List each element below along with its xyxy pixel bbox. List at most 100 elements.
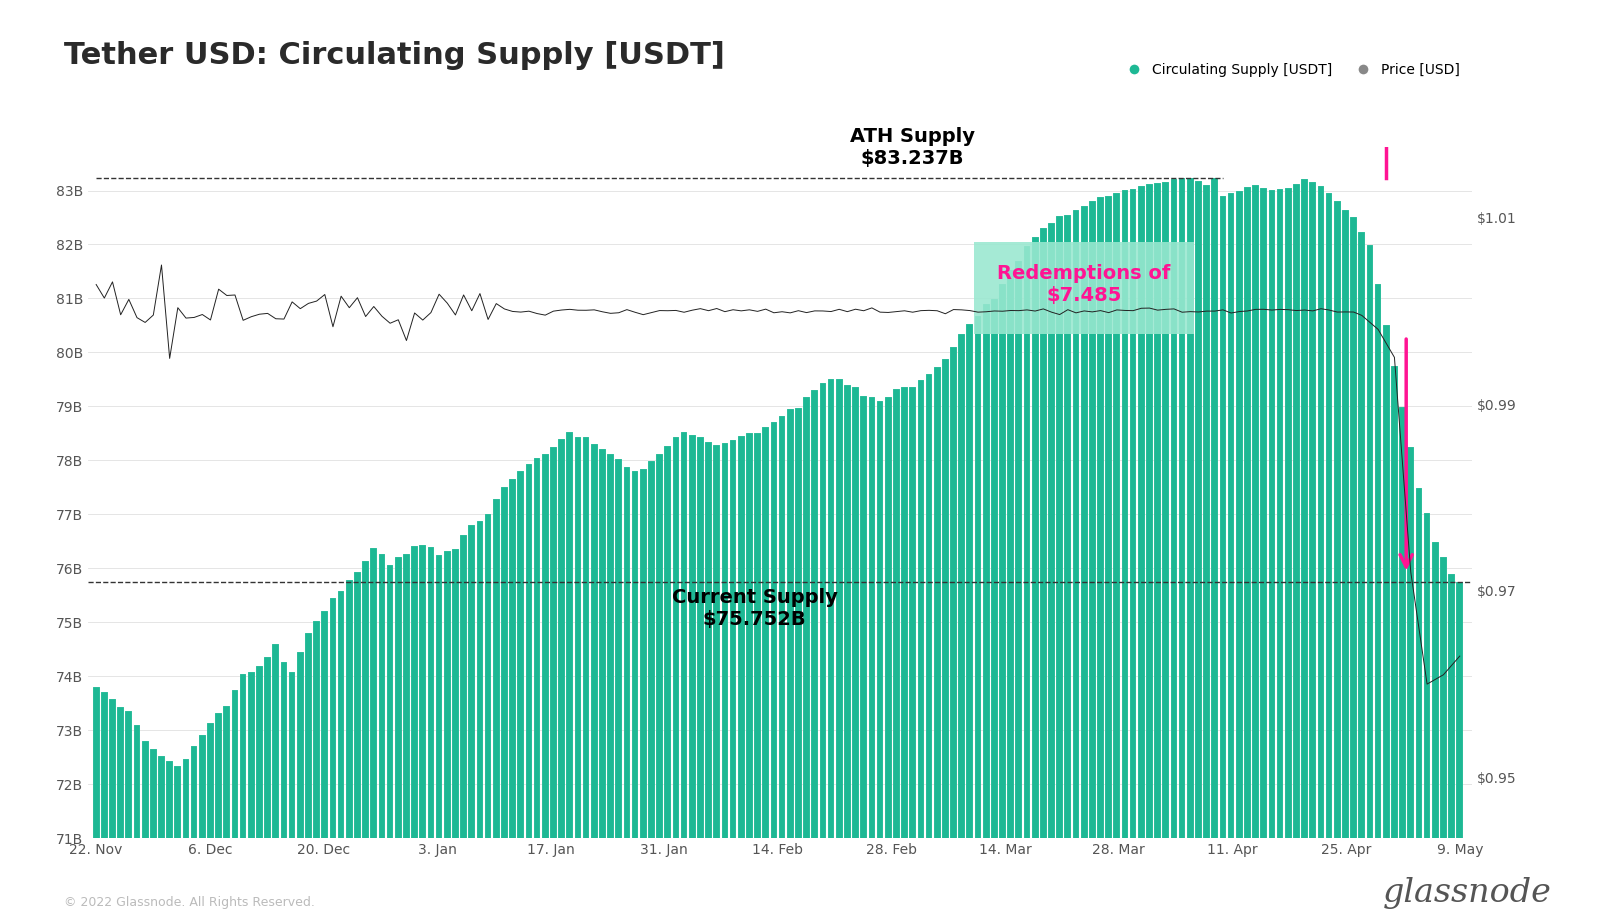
Bar: [861, 395, 867, 921]
Bar: [1342, 210, 1349, 921]
Bar: [280, 661, 288, 921]
Bar: [1154, 183, 1162, 921]
Bar: [362, 561, 370, 921]
Bar: [1317, 185, 1325, 921]
Bar: [966, 324, 973, 921]
Bar: [314, 622, 320, 921]
Bar: [1269, 191, 1275, 921]
Bar: [762, 426, 770, 921]
Bar: [1048, 223, 1054, 921]
Text: ATH Supply
$83.237B: ATH Supply $83.237B: [850, 127, 974, 168]
Bar: [517, 472, 525, 921]
Bar: [411, 546, 418, 921]
Bar: [566, 432, 573, 921]
Bar: [1203, 184, 1210, 921]
Bar: [942, 358, 949, 921]
Bar: [754, 433, 762, 921]
Bar: [690, 435, 696, 921]
Bar: [330, 599, 336, 921]
Bar: [403, 554, 410, 921]
Bar: [787, 409, 794, 921]
Bar: [1219, 196, 1226, 921]
Bar: [640, 470, 646, 921]
Bar: [1350, 217, 1357, 921]
Bar: [819, 383, 826, 921]
Bar: [926, 374, 933, 921]
Bar: [1008, 270, 1014, 921]
Bar: [885, 397, 891, 921]
Bar: [1309, 182, 1317, 921]
Bar: [1390, 366, 1398, 921]
Bar: [256, 666, 262, 921]
Bar: [427, 547, 434, 921]
Bar: [1400, 406, 1406, 921]
Bar: [1408, 447, 1414, 921]
Bar: [1146, 184, 1154, 921]
Bar: [1366, 245, 1373, 921]
Bar: [1253, 185, 1259, 921]
Bar: [1424, 513, 1430, 921]
Bar: [1277, 190, 1283, 921]
Bar: [1245, 187, 1251, 921]
Bar: [1106, 196, 1112, 921]
Bar: [182, 759, 189, 921]
FancyBboxPatch shape: [974, 242, 1194, 333]
Bar: [982, 304, 989, 921]
Bar: [853, 387, 859, 921]
Bar: [493, 498, 499, 921]
Bar: [525, 464, 533, 921]
Bar: [1195, 181, 1202, 921]
Bar: [150, 749, 157, 921]
Bar: [501, 487, 507, 921]
Text: Current Supply
$75.752B: Current Supply $75.752B: [672, 589, 837, 629]
Bar: [542, 454, 549, 921]
Bar: [616, 459, 622, 921]
Bar: [1211, 178, 1218, 921]
Bar: [746, 433, 752, 921]
Bar: [1122, 191, 1128, 921]
Bar: [811, 391, 818, 921]
Bar: [779, 415, 786, 921]
Bar: [550, 447, 557, 921]
Bar: [354, 572, 360, 921]
Bar: [1448, 574, 1454, 921]
Bar: [461, 535, 467, 921]
Bar: [453, 549, 459, 921]
Bar: [1261, 188, 1267, 921]
Bar: [174, 766, 181, 921]
Bar: [509, 479, 515, 921]
Bar: [835, 379, 843, 921]
Bar: [845, 385, 851, 921]
Bar: [206, 723, 214, 921]
Bar: [485, 514, 491, 921]
Bar: [771, 422, 778, 921]
Bar: [934, 367, 941, 921]
Bar: [632, 472, 638, 921]
Bar: [1056, 216, 1062, 921]
Text: Tether USD: Circulating Supply [USDT]: Tether USD: Circulating Supply [USDT]: [64, 41, 725, 70]
Bar: [1358, 232, 1365, 921]
Bar: [1072, 210, 1080, 921]
Bar: [1098, 197, 1104, 921]
Bar: [656, 454, 662, 921]
Bar: [240, 673, 246, 921]
Bar: [272, 644, 278, 921]
Bar: [1326, 192, 1333, 921]
Bar: [395, 557, 402, 921]
Legend: Circulating Supply [USDT], Price [USD]: Circulating Supply [USDT], Price [USD]: [1114, 58, 1466, 83]
Bar: [1114, 193, 1120, 921]
Bar: [950, 347, 957, 921]
Bar: [1032, 237, 1038, 921]
Bar: [477, 521, 483, 921]
Bar: [469, 524, 475, 921]
Bar: [166, 761, 173, 921]
Bar: [1416, 488, 1422, 921]
Bar: [909, 388, 917, 921]
Bar: [322, 612, 328, 921]
Bar: [803, 397, 810, 921]
Bar: [590, 444, 597, 921]
Bar: [1090, 201, 1096, 921]
Bar: [1456, 582, 1462, 921]
Bar: [877, 401, 883, 921]
Bar: [1382, 325, 1390, 921]
